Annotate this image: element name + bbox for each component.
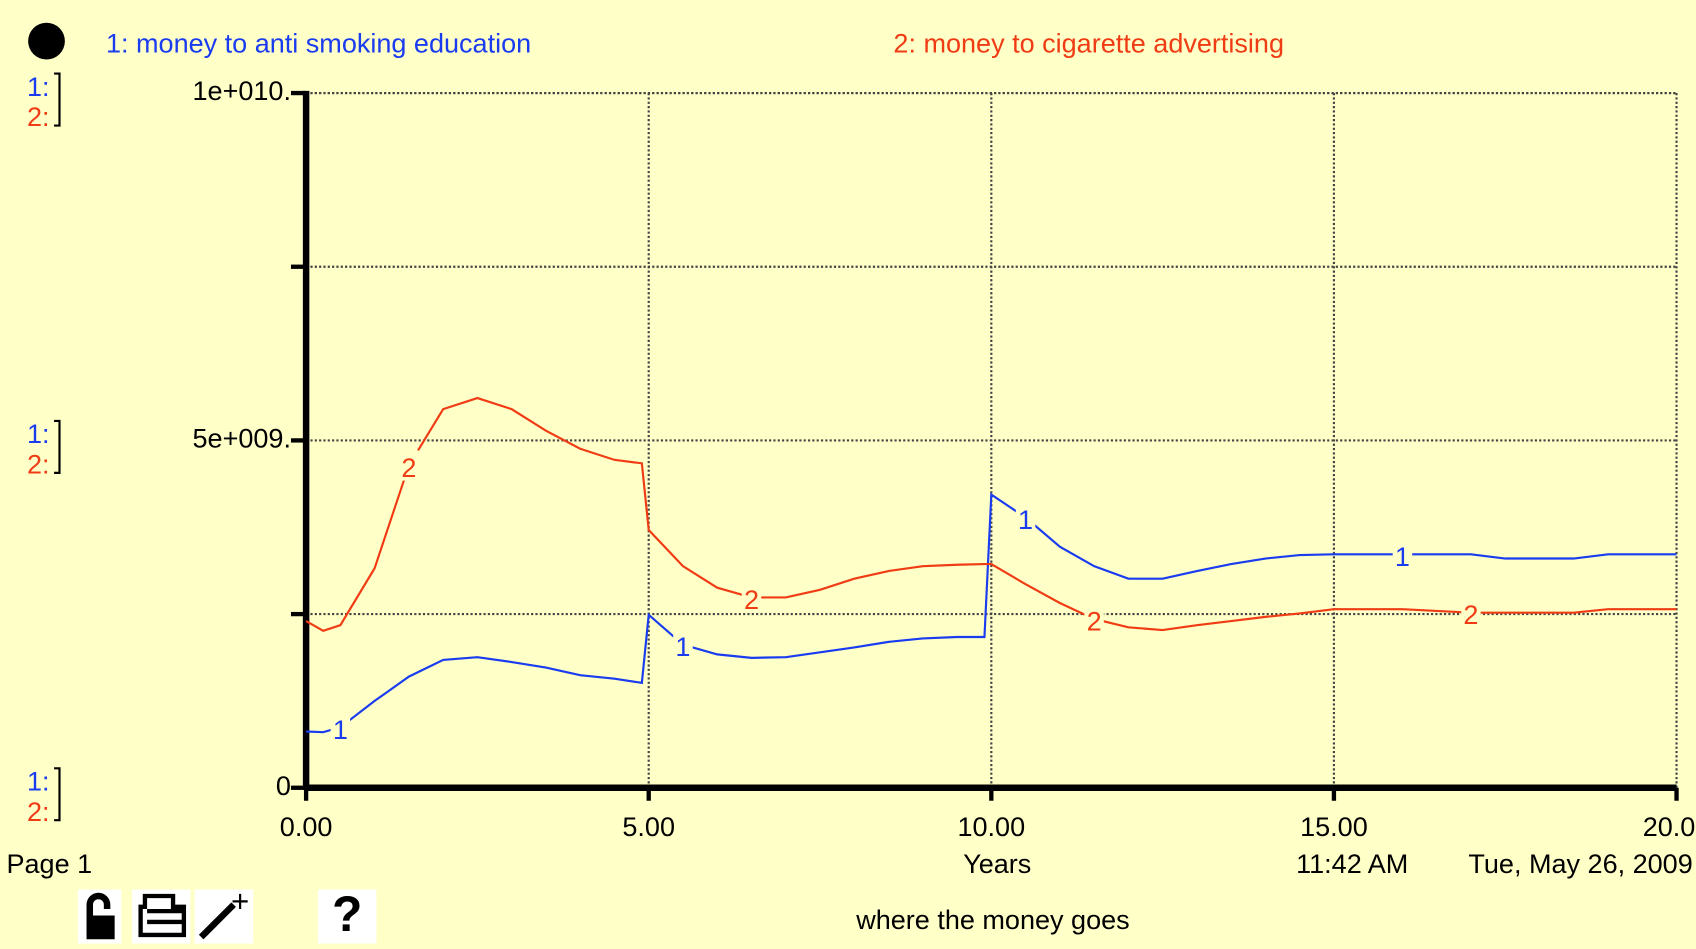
legend-entry: 2: money to cigarette advertising	[893, 29, 1284, 59]
line-marker-bg	[741, 582, 762, 613]
line-marker-bg	[673, 629, 693, 660]
page-label: Page 1	[6, 849, 92, 879]
lock-icon[interactable]	[86, 892, 115, 940]
axis-key: 1:	[27, 419, 50, 449]
line-marker: 2	[1087, 606, 1102, 636]
axis-key-bracket	[54, 72, 61, 127]
x-tick-label: 20.00	[1643, 812, 1696, 842]
line-marker-bg	[1461, 597, 1481, 628]
line-marker-bg	[330, 712, 351, 743]
axis-key: 2:	[27, 797, 50, 827]
line-marker-bg	[1392, 539, 1413, 570]
x-axis-label: Years	[963, 849, 1031, 879]
line-marker: 2	[744, 585, 759, 615]
line-marker-bg	[399, 450, 419, 481]
time-label: 11:42 AM	[1296, 849, 1408, 879]
axis-key-bracket	[54, 767, 61, 822]
axis-key: 2:	[27, 102, 50, 132]
chart-title: where the money goes	[855, 905, 1129, 935]
line-marker-bg	[1084, 603, 1104, 635]
line-marker: 2	[1463, 600, 1478, 630]
line-marker: 1	[333, 715, 348, 745]
date-label: Tue, May 26, 2009	[1468, 849, 1692, 879]
axis-key: 2:	[27, 450, 50, 480]
x-tick-label: 10.00	[957, 812, 1025, 842]
help-icon[interactable]: ?	[332, 886, 362, 942]
ball-icon[interactable]	[28, 22, 65, 60]
axis-key: 1:	[27, 767, 50, 797]
x-tick-label: 5.00	[622, 812, 675, 842]
axis-key: 1:	[27, 72, 50, 102]
series-line	[306, 492, 1677, 734]
line-marker: 1	[1018, 505, 1033, 535]
x-tick-label: 15.00	[1300, 812, 1368, 842]
y-tick-label: 5e+009.	[193, 424, 291, 454]
series-line	[305, 396, 1677, 632]
wand-icon[interactable]	[198, 902, 236, 940]
legend-entry: 1: money to anti smoking education	[106, 29, 531, 59]
line-marker: 2	[401, 453, 416, 483]
y-tick-label: 0	[276, 771, 291, 801]
line-marker: 1	[675, 632, 690, 662]
print-icon[interactable]	[138, 893, 187, 938]
line-marker-bg	[1015, 502, 1036, 533]
axis-key-bracket	[54, 419, 61, 474]
toolbar-icons: ?	[28, 22, 377, 944]
help-icon-bg[interactable]	[318, 889, 377, 944]
y-tick-label: 1e+010.	[193, 76, 291, 106]
x-tick-label: 0.00	[280, 812, 333, 842]
wand-sparkle	[232, 893, 248, 909]
line-marker: 1	[1395, 542, 1410, 572]
